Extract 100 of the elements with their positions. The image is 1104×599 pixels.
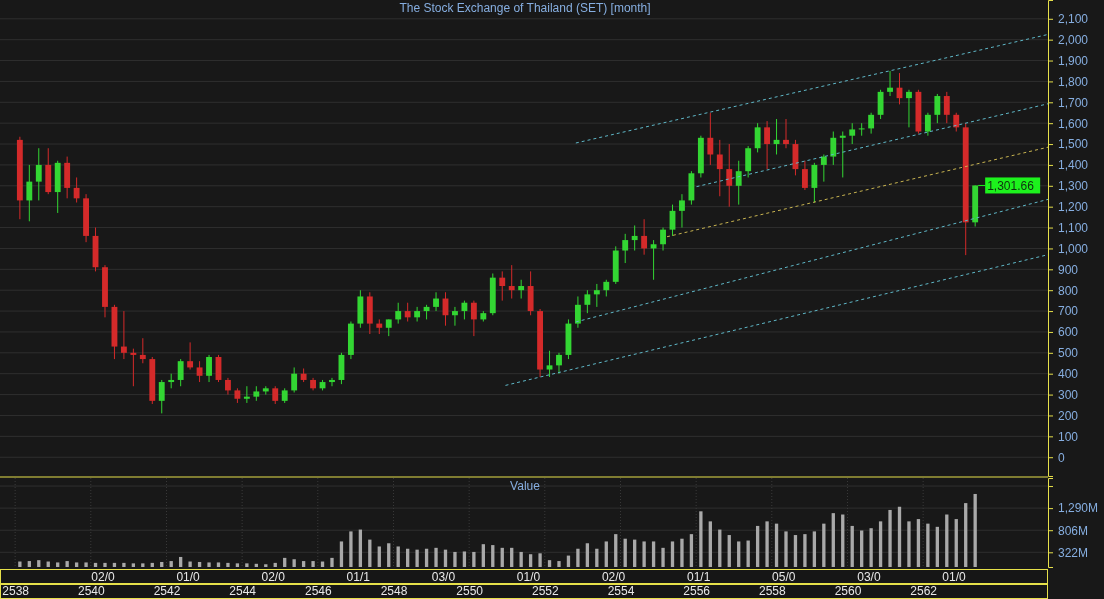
candlestick xyxy=(499,270,506,302)
y-tick-label: 1,400 xyxy=(1058,158,1089,173)
y-tick-label: 600 xyxy=(1058,325,1079,340)
x-tick-label: 2552 xyxy=(531,583,559,598)
y-tick-label: 322M xyxy=(1058,545,1089,560)
x-tick-label: 2538 xyxy=(2,583,30,598)
bar xyxy=(84,562,88,567)
y-tick-label: 0 xyxy=(1058,450,1065,465)
chart-title: Value xyxy=(510,479,541,493)
bar xyxy=(557,561,561,567)
bar xyxy=(528,554,533,567)
candlestick xyxy=(243,385,250,404)
candlestick xyxy=(811,162,818,204)
bar xyxy=(803,534,807,567)
candlestick xyxy=(735,160,742,206)
bar xyxy=(122,562,126,567)
x-tick-label: 2558 xyxy=(758,583,786,598)
y-tick-label: 1,100 xyxy=(1058,220,1089,235)
y-tick-label: 400 xyxy=(1058,367,1079,382)
candlestick xyxy=(414,306,421,323)
y-tick-label: 1,900 xyxy=(1058,53,1089,68)
bar xyxy=(18,561,22,567)
candlestick xyxy=(452,306,458,327)
candlestick xyxy=(461,300,468,320)
candlestick xyxy=(783,118,789,149)
bar xyxy=(907,521,911,567)
text: 01/1 xyxy=(346,570,371,584)
candlestick xyxy=(953,112,960,133)
candlestick xyxy=(291,366,298,393)
bar xyxy=(169,561,173,567)
bar xyxy=(604,541,608,567)
candlestick xyxy=(830,131,837,166)
bar xyxy=(661,547,665,567)
candlestick xyxy=(707,112,714,166)
bar xyxy=(491,545,495,567)
candlestick xyxy=(839,131,846,178)
bar xyxy=(226,562,230,567)
y-tick-label: 500 xyxy=(1058,346,1079,361)
bar xyxy=(37,560,41,567)
bar xyxy=(689,534,694,567)
bar xyxy=(311,561,315,567)
y-tick-label: 1,290M xyxy=(1058,501,1099,516)
bar xyxy=(708,521,712,567)
text: 02/0 xyxy=(91,570,115,584)
candlestick xyxy=(593,283,600,308)
text: 01/0 xyxy=(516,570,541,584)
bar xyxy=(670,541,675,567)
bar xyxy=(831,513,835,567)
candlestick xyxy=(584,289,591,314)
candlestick xyxy=(158,379,165,414)
y-tick-label: 1,700 xyxy=(1058,95,1089,110)
text: 01/0 xyxy=(942,570,966,584)
candlestick xyxy=(26,164,33,222)
candlestick xyxy=(631,224,638,252)
bar xyxy=(472,551,476,567)
bar xyxy=(727,535,731,567)
y-tick-label: 900 xyxy=(1058,262,1079,277)
x-tick-label: 2560 xyxy=(834,583,862,598)
bar xyxy=(339,541,344,567)
bar xyxy=(358,529,363,567)
bar xyxy=(850,525,854,567)
bar xyxy=(377,546,381,567)
bar xyxy=(812,531,817,567)
bar xyxy=(207,562,211,567)
candlestick xyxy=(858,122,865,137)
x-tick-label: 2550 xyxy=(456,583,484,598)
y-tick-label: 2,100 xyxy=(1058,12,1089,27)
bar xyxy=(793,535,798,567)
candlestick xyxy=(943,91,950,124)
bar xyxy=(434,547,438,567)
text: 02/0 xyxy=(261,570,286,584)
text: 03/0 xyxy=(431,570,456,584)
y-tick-label: 806M xyxy=(1058,523,1089,538)
annotation: 1,301.66 xyxy=(987,178,1035,193)
y-tick-label: 1,800 xyxy=(1058,74,1089,89)
bar xyxy=(869,528,873,567)
bar xyxy=(74,562,79,567)
bar xyxy=(179,556,183,567)
candlestick xyxy=(906,89,912,128)
candlestick xyxy=(726,143,733,208)
bar xyxy=(755,525,760,567)
candlestick xyxy=(764,120,771,170)
candlestick xyxy=(130,348,137,387)
candlestick xyxy=(868,112,875,135)
bar xyxy=(424,548,429,567)
bar xyxy=(585,543,590,567)
bar xyxy=(396,546,400,567)
bar xyxy=(765,521,769,567)
bar xyxy=(27,561,31,567)
x-tick-label: 2556 xyxy=(683,583,711,598)
bar xyxy=(614,534,618,567)
candlestick xyxy=(35,147,42,201)
bar xyxy=(330,557,334,567)
bar xyxy=(651,541,656,567)
bar xyxy=(131,563,136,567)
bar xyxy=(264,564,268,567)
bar xyxy=(784,531,788,567)
bar xyxy=(245,563,249,567)
y-tick-label: 1,200 xyxy=(1058,200,1089,215)
text: 01/1 xyxy=(687,570,711,584)
